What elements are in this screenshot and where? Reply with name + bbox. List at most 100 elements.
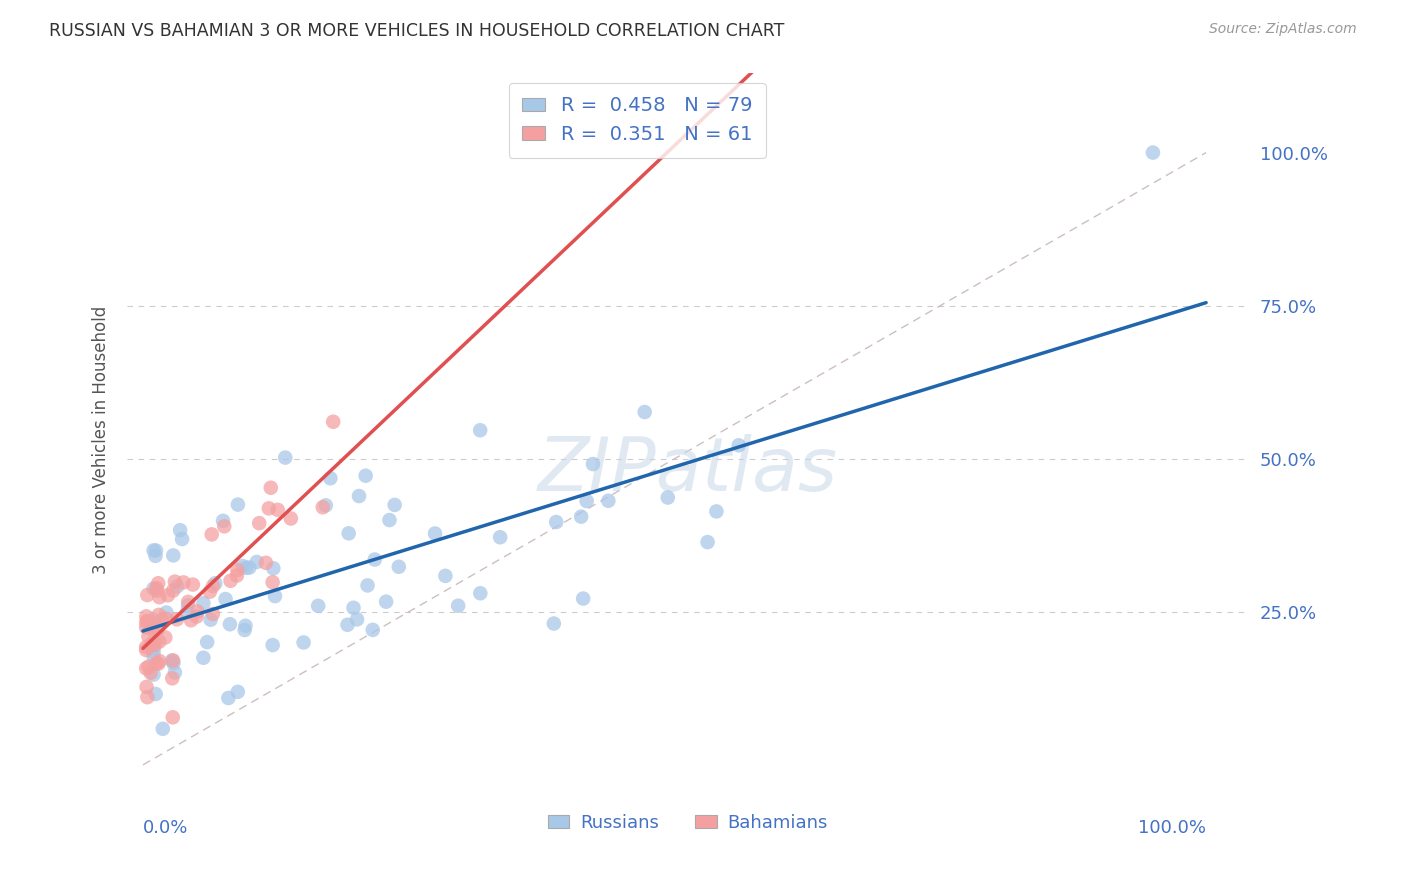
Point: [176, 605, 198, 619]
Point: [572, 591, 595, 606]
Point: [262, 638, 284, 652]
Point: [135, 640, 157, 654]
Point: [233, 623, 256, 637]
Point: [254, 556, 277, 570]
Point: [193, 596, 215, 610]
Point: [162, 549, 184, 563]
Point: [136, 614, 159, 628]
Point: [142, 667, 165, 681]
Point: [489, 530, 512, 544]
Point: [162, 656, 184, 670]
Point: [727, 438, 749, 452]
Point: [337, 526, 360, 541]
Point: [217, 691, 239, 706]
Text: Source: ZipAtlas.com: Source: ZipAtlas.com: [1209, 22, 1357, 37]
Point: [163, 665, 186, 680]
Point: [155, 606, 177, 620]
Point: [264, 589, 287, 603]
Point: [322, 415, 344, 429]
Point: [142, 543, 165, 558]
Point: [139, 665, 162, 680]
Point: [226, 498, 249, 512]
Point: [148, 576, 170, 591]
Point: [142, 645, 165, 659]
Point: [319, 471, 342, 485]
Point: [150, 613, 173, 627]
Point: [166, 612, 188, 626]
Y-axis label: 3 or more Vehicles in Household: 3 or more Vehicles in Household: [93, 306, 110, 574]
Point: [138, 659, 160, 673]
Point: [364, 552, 387, 566]
Point: [543, 616, 565, 631]
Point: [200, 613, 222, 627]
Point: [225, 568, 247, 582]
Point: [226, 685, 249, 699]
Point: [582, 457, 605, 471]
Point: [135, 643, 157, 657]
Point: [214, 592, 236, 607]
Point: [148, 607, 170, 622]
Point: [135, 680, 157, 694]
Point: [135, 609, 157, 624]
Point: [142, 649, 165, 664]
Point: [1142, 145, 1164, 160]
Point: [388, 559, 411, 574]
Point: [170, 532, 193, 546]
Point: [186, 609, 208, 624]
Point: [260, 481, 283, 495]
Text: 100.0%: 100.0%: [1137, 819, 1206, 837]
Point: [148, 590, 170, 604]
Point: [163, 574, 186, 589]
Point: [141, 623, 163, 637]
Point: [262, 575, 284, 590]
Point: [169, 523, 191, 537]
Point: [598, 493, 620, 508]
Point: [145, 581, 167, 595]
Point: [142, 613, 165, 627]
Legend: Russians, Bahamians: Russians, Bahamians: [540, 806, 835, 839]
Point: [162, 583, 184, 598]
Point: [696, 535, 718, 549]
Point: [246, 555, 269, 569]
Point: [347, 489, 370, 503]
Point: [238, 560, 260, 574]
Point: [181, 577, 204, 591]
Point: [212, 514, 235, 528]
Text: ZIPatlas: ZIPatlas: [537, 434, 838, 506]
Text: RUSSIAN VS BAHAMIAN 3 OR MORE VEHICLES IN HOUSEHOLD CORRELATION CHART: RUSSIAN VS BAHAMIAN 3 OR MORE VEHICLES I…: [49, 22, 785, 40]
Point: [135, 620, 157, 634]
Point: [202, 579, 225, 593]
Point: [247, 516, 270, 531]
Point: [172, 575, 194, 590]
Point: [195, 635, 218, 649]
Point: [155, 631, 177, 645]
Point: [354, 468, 377, 483]
Point: [292, 635, 315, 649]
Point: [361, 623, 384, 637]
Point: [267, 503, 290, 517]
Point: [280, 511, 302, 525]
Point: [315, 499, 337, 513]
Point: [706, 504, 728, 518]
Point: [193, 650, 215, 665]
Point: [143, 638, 166, 652]
Point: [342, 600, 364, 615]
Point: [262, 561, 284, 575]
Point: [634, 405, 657, 419]
Point: [569, 509, 592, 524]
Point: [214, 519, 236, 533]
Point: [135, 661, 157, 675]
Point: [201, 527, 224, 541]
Point: [160, 653, 183, 667]
Point: [235, 560, 257, 574]
Point: [162, 710, 184, 724]
Point: [135, 615, 157, 630]
Point: [180, 613, 202, 627]
Point: [447, 599, 470, 613]
Point: [142, 640, 165, 655]
Point: [336, 617, 359, 632]
Point: [145, 687, 167, 701]
Point: [434, 569, 457, 583]
Point: [177, 599, 200, 613]
Point: [149, 654, 172, 668]
